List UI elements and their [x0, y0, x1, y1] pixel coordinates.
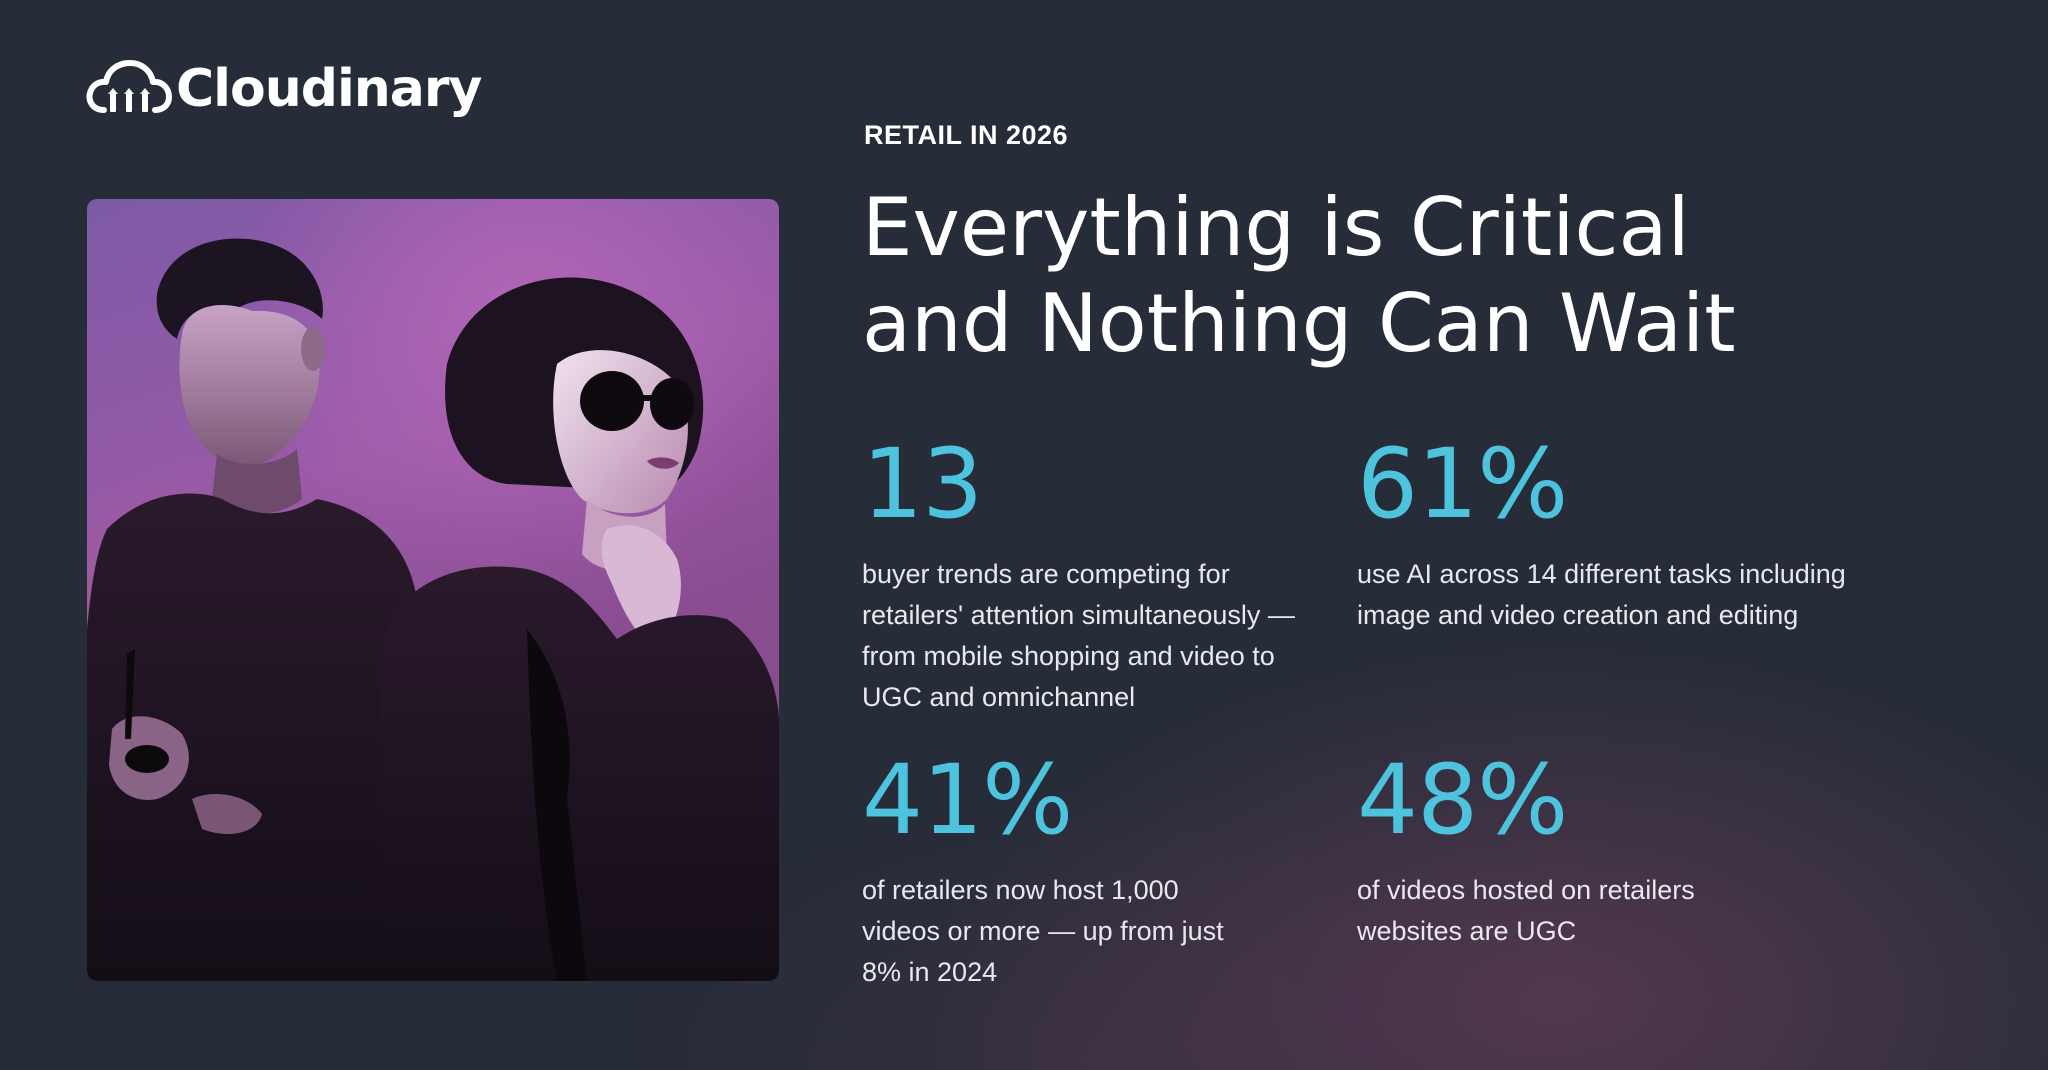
stat-value: 61%	[1357, 428, 1568, 540]
stat-description: of retailers now host 1,000 videos or mo…	[862, 875, 1224, 987]
stat-value: 48%	[1357, 744, 1568, 856]
stat-ugc-videos: 48% of videos hosted on retailers websit…	[1357, 752, 1777, 952]
stat-ai-usage: 61% use AI across 14 different tasks inc…	[1357, 436, 1917, 636]
models-silhouette-graphic	[87, 238, 779, 981]
cloud-logo-icon	[86, 60, 172, 113]
brand-logo[interactable]: Cloudinary	[86, 58, 482, 120]
stat-buyer-trends: 13 buyer trends are competing for retail…	[862, 436, 1332, 718]
headline-line-1: Everything is Critical	[862, 181, 1690, 274]
page-headline: Everything is Critical and Nothing Can W…	[862, 180, 1962, 372]
stat-value: 41%	[862, 744, 1073, 856]
stat-description: buyer trends are competing for retailers…	[862, 559, 1295, 712]
eyebrow-label: RETAIL IN 2026	[864, 120, 1069, 150]
stat-description: of videos hosted on retailers websites a…	[1357, 875, 1695, 946]
stat-value: 13	[862, 428, 983, 540]
brand-name: Cloudinary	[176, 59, 482, 119]
stat-description: use AI across 14 different tasks includi…	[1357, 559, 1846, 630]
headline-line-2: and Nothing Can Wait	[862, 277, 1736, 370]
stat-video-hosting: 41% of retailers now host 1,000 videos o…	[862, 752, 1262, 993]
fashion-models-photo	[87, 199, 779, 981]
